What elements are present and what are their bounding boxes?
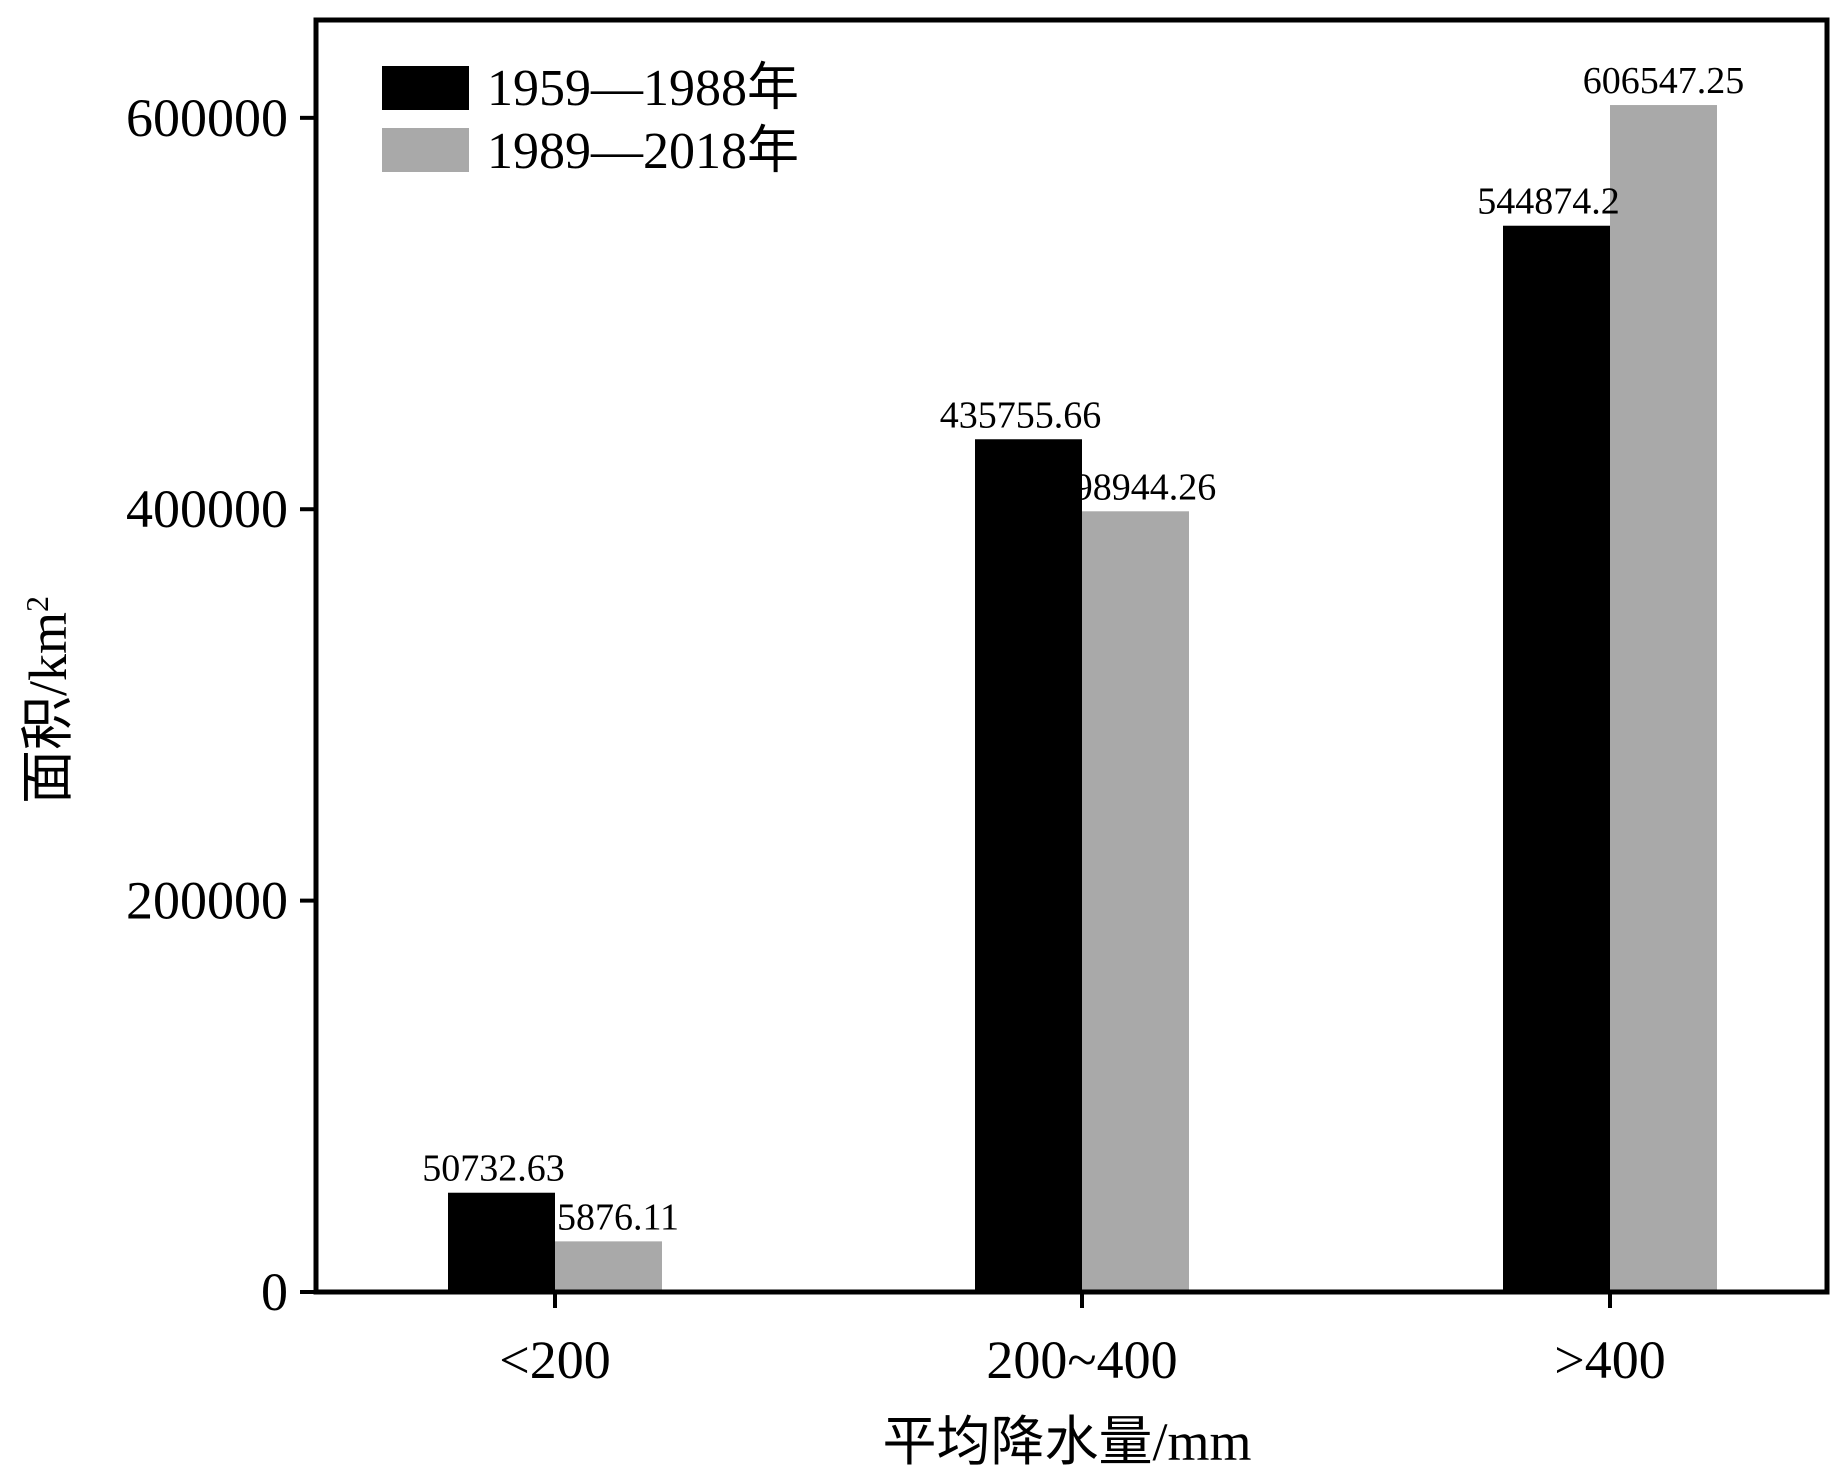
y-tick-label-2: 200000 bbox=[126, 871, 288, 931]
bar-series-1-cat-2 bbox=[975, 439, 1082, 1292]
data-label-series-1-cat-2: 435755.66 bbox=[940, 394, 1102, 436]
y-tick-label-4: 600000 bbox=[126, 88, 288, 148]
y-tick-label-1: 0 bbox=[261, 1262, 288, 1322]
y-axis: 0 200000 400000 600000 bbox=[126, 88, 316, 1322]
y-axis-title-superscript: 2 bbox=[19, 596, 55, 612]
legend-label-series-1: 1959—1988年 bbox=[487, 60, 799, 117]
y-tick-label-3: 400000 bbox=[126, 479, 288, 539]
data-label-series-2-cat-2: 398944.26 bbox=[1055, 466, 1217, 508]
bar-series-2-cat-3 bbox=[1610, 105, 1717, 1292]
bars-group bbox=[448, 105, 1717, 1293]
y-axis-title-main: 面积/km bbox=[18, 612, 78, 804]
y-axis-title: 面积/km2 bbox=[18, 596, 78, 804]
data-label-series-1-cat-3: 544874.2 bbox=[1477, 181, 1620, 223]
data-label-series-2-cat-1: 25876.11 bbox=[538, 1196, 679, 1238]
bar-series-1-cat-3 bbox=[1503, 225, 1610, 1292]
plot-frame bbox=[313, 17, 1830, 1295]
legend-label-series-2: 1989—2018年 bbox=[487, 123, 799, 180]
bar-series-2-cat-2 bbox=[1082, 511, 1189, 1293]
bar-series-1-cat-1 bbox=[448, 1192, 555, 1292]
x-axis-title: 平均降水量/mm bbox=[882, 1412, 1251, 1472]
legend-swatch-series-2 bbox=[382, 128, 469, 172]
legend-swatch-series-1 bbox=[382, 66, 469, 110]
data-label-series-2-cat-3: 606547.25 bbox=[1583, 60, 1745, 102]
x-axis: <200 200~400 >400 bbox=[499, 1292, 1666, 1390]
legend: 1959—1988年 1989—2018年 bbox=[382, 60, 799, 180]
bar-series-2-cat-1 bbox=[555, 1241, 662, 1292]
data-labels-group: 50732.63 435755.66 544874.2 25876.11 398944.… bbox=[422, 60, 1744, 1238]
x-tick-label-2: 200~400 bbox=[986, 1330, 1177, 1390]
data-label-series-1-cat-1: 50732.63 bbox=[422, 1148, 565, 1190]
x-tick-label-3: >400 bbox=[1554, 1330, 1665, 1390]
x-tick-label-1: <200 bbox=[499, 1330, 610, 1390]
